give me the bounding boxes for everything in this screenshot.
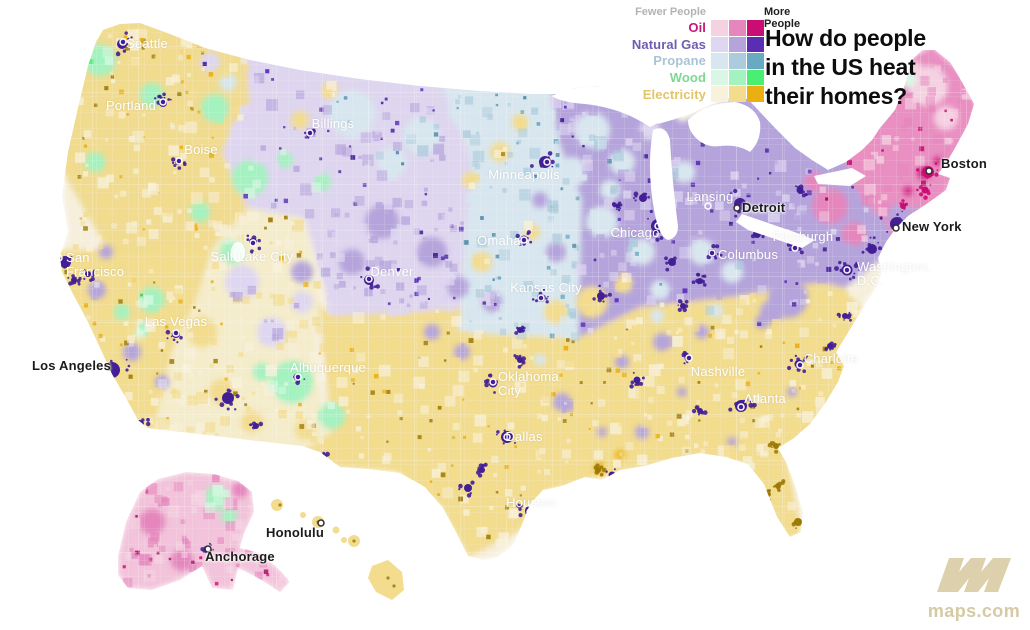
mapscom-logo-icon [937, 558, 1011, 592]
city-marker [159, 98, 167, 106]
legend-row: Electricity [598, 86, 764, 102]
city-marker [306, 129, 314, 137]
great-lakes [231, 86, 866, 262]
legend-swatch [747, 69, 764, 86]
city-marker [733, 204, 741, 212]
city-marker [365, 275, 373, 283]
city-markers [55, 38, 933, 553]
city-marker [119, 38, 127, 46]
legend-row-label: Propane [653, 53, 706, 69]
legend-swatch [711, 86, 728, 102]
city-marker [796, 361, 804, 369]
city-marker [520, 236, 528, 244]
city-marker [892, 224, 900, 232]
city-marker [925, 167, 933, 175]
legend-swatch [711, 69, 728, 86]
city-marker [708, 249, 716, 257]
legend-row-label: Natural Gas [631, 36, 706, 52]
city-marker [489, 378, 497, 386]
legend-rows: Oil Natural Gas Propane Wood Electricity [598, 20, 764, 103]
city-marker [685, 354, 693, 362]
attribution-text: maps.com [927, 601, 1021, 621]
legend-swatch [729, 86, 746, 102]
legend-swatch [711, 53, 728, 69]
city-marker [526, 508, 534, 516]
city-marker [172, 329, 180, 337]
title-line-3: their homes? [765, 83, 908, 109]
legend-row: Propane [598, 53, 764, 69]
city-marker [543, 158, 551, 166]
legend-swatch [711, 36, 728, 53]
city-marker [249, 239, 257, 247]
legend-swatch [747, 36, 764, 53]
city-marker [294, 373, 302, 381]
legend-swatch [729, 69, 746, 86]
city-marker [704, 202, 712, 210]
city-marker [654, 222, 662, 230]
legend-fewer-label: Fewer People [635, 6, 706, 18]
city-marker [537, 294, 545, 302]
city-marker [55, 254, 63, 262]
hawaii-islands [271, 499, 404, 600]
legend-row: Oil [598, 20, 764, 36]
legend-swatch [747, 86, 764, 102]
attribution: maps.com [924, 552, 1024, 622]
title-line-1: How do people [765, 25, 926, 51]
legend-swatch [729, 36, 746, 53]
city-marker [317, 519, 325, 527]
legend-row: Natural Gas [598, 36, 764, 53]
city-marker [104, 363, 112, 371]
page-title: How do people in the US heat their homes… [765, 24, 926, 111]
legend-row-label: Electricity [642, 86, 706, 102]
city-marker [843, 266, 851, 274]
city-marker [175, 157, 183, 165]
title-line-2: in the US heat [765, 54, 916, 80]
legend-row-label: Wood [669, 70, 706, 86]
legend-more-label: More People [764, 6, 801, 30]
legend-row: Wood [598, 69, 764, 86]
legend-swatch [747, 53, 764, 69]
city-marker [503, 433, 511, 441]
legend-swatch [729, 20, 746, 36]
city-marker [791, 244, 799, 252]
city-marker [737, 403, 745, 411]
city-marker [204, 545, 212, 553]
legend-swatch [747, 20, 764, 36]
legend-swatch [729, 53, 746, 69]
legend-swatch [711, 20, 728, 36]
legend-row-label: Oil [688, 20, 706, 36]
